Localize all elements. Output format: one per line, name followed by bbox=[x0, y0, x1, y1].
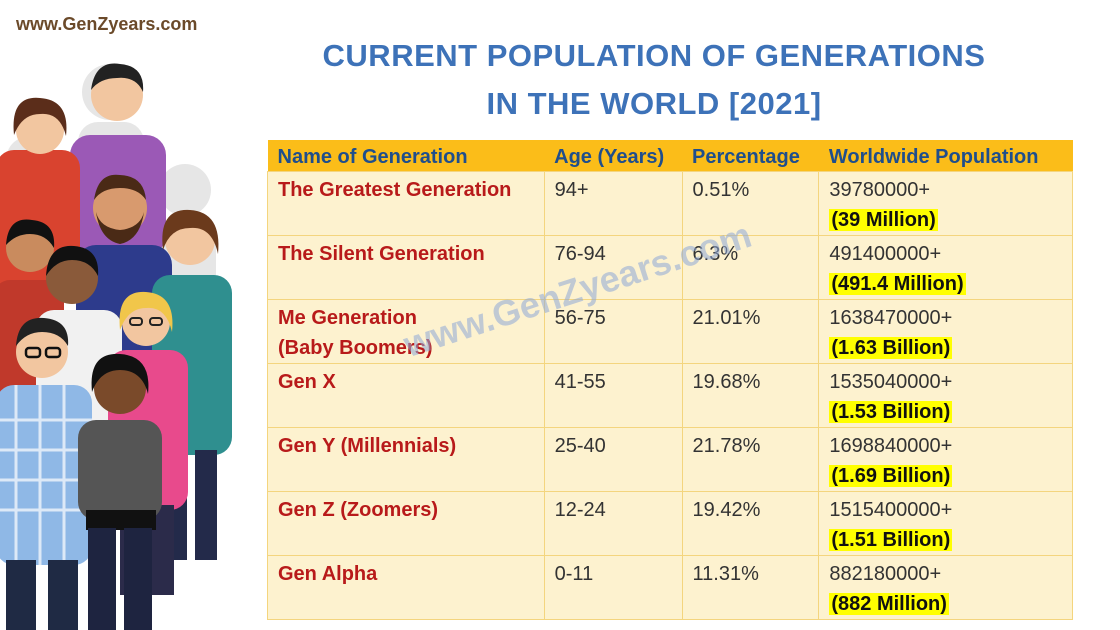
generation-name-line1: The Silent Generation bbox=[278, 243, 485, 265]
person-9 bbox=[78, 353, 162, 630]
table-row: The Silent Generation 76-94 6.3% 4914000… bbox=[267, 235, 1073, 300]
generation-name-line1: Gen X bbox=[278, 371, 336, 393]
population-short: (1.51 Billion) bbox=[829, 529, 953, 551]
generation-name: The Silent Generation bbox=[267, 235, 545, 300]
population-value: 491400000+ bbox=[829, 243, 942, 265]
generation-name: Gen Z (Zoomers) bbox=[267, 491, 545, 556]
table-row: Me Generation (Baby Boomers) 56-75 21.01%… bbox=[267, 299, 1073, 364]
generation-name-line1: Gen Y (Millennials) bbox=[278, 435, 457, 457]
generation-age: 56-75 bbox=[543, 299, 683, 364]
generation-population: 39780000+ (39 Million) bbox=[818, 171, 1073, 236]
header-name: Name of Generation bbox=[267, 140, 545, 172]
generation-name-line1: Gen Alpha bbox=[278, 563, 378, 585]
table-header-row: Name of Generation Age (Years) Percentag… bbox=[267, 140, 1073, 172]
generations-table: Name of Generation Age (Years) Percentag… bbox=[267, 140, 1073, 620]
generation-age: 0-11 bbox=[543, 555, 683, 620]
population-value: 1515400000+ bbox=[829, 499, 953, 521]
generation-name-line1: Me Generation bbox=[278, 307, 417, 329]
page-title: CURRENT POPULATION OF GENERATIONS IN THE… bbox=[264, 32, 1044, 128]
generation-percentage: 21.78% bbox=[681, 427, 820, 492]
generation-age: 12-24 bbox=[543, 491, 683, 556]
generation-population: 1535040000+ (1.53 Billion) bbox=[818, 363, 1073, 428]
population-short: (1.63 Billion) bbox=[829, 337, 953, 359]
population-value: 39780000+ bbox=[829, 179, 931, 201]
population-value: 1698840000+ bbox=[829, 435, 953, 457]
generation-name: The Greatest Generation bbox=[267, 171, 545, 236]
header-percentage: Percentage bbox=[682, 140, 819, 172]
generation-age: 41-55 bbox=[543, 363, 683, 428]
table-row: Gen X 41-55 19.68% 1535040000+ (1.53 Bill… bbox=[267, 363, 1073, 428]
population-short: (1.69 Billion) bbox=[829, 465, 953, 487]
generation-percentage: 0.51% bbox=[681, 171, 820, 236]
generation-percentage: 11.31% bbox=[681, 555, 820, 620]
generation-age: 25-40 bbox=[543, 427, 683, 492]
generation-percentage: 19.42% bbox=[681, 491, 820, 556]
population-short: (39 Million) bbox=[829, 209, 938, 231]
generation-population: 1698840000+ (1.69 Billion) bbox=[818, 427, 1073, 492]
generation-population: 491400000+ (491.4 Million) bbox=[818, 235, 1073, 300]
people-illustration bbox=[0, 63, 232, 630]
table-row: Gen Alpha 0-11 11.31% 882180000+ (882 Mil… bbox=[267, 555, 1073, 620]
population-value: 1638470000+ bbox=[829, 307, 953, 329]
generation-percentage: 6.3% bbox=[681, 235, 820, 300]
table-row: Gen Y (Millennials) 25-40 21.78% 1698840… bbox=[267, 427, 1073, 492]
header-age: Age (Years) bbox=[544, 140, 683, 172]
generation-name-line1: The Greatest Generation bbox=[278, 179, 512, 201]
table-row: Gen Z (Zoomers) 12-24 19.42% 1515400000+… bbox=[267, 491, 1073, 556]
generation-population: 1515400000+ (1.51 Billion) bbox=[818, 491, 1073, 556]
population-short: (882 Million) bbox=[829, 593, 949, 615]
generation-population: 1638470000+ (1.63 Billion) bbox=[818, 299, 1073, 364]
page-title-line1: CURRENT POPULATION OF GENERATIONS bbox=[322, 38, 986, 73]
generation-population: 882180000+ (882 Million) bbox=[818, 555, 1073, 620]
generation-name-line2: (Baby Boomers) bbox=[278, 337, 433, 359]
population-short: (491.4 Million) bbox=[829, 273, 966, 295]
generation-name: Gen Alpha bbox=[267, 555, 545, 620]
generation-name: Gen Y (Millennials) bbox=[267, 427, 545, 492]
generation-percentage: 19.68% bbox=[681, 363, 820, 428]
table-row: The Greatest Generation 94+ 0.51% 397800… bbox=[267, 171, 1073, 236]
header-population: Worldwide Population bbox=[818, 140, 1073, 172]
person-8 bbox=[0, 317, 92, 630]
population-short: (1.53 Billion) bbox=[829, 401, 953, 423]
generation-name: Me Generation (Baby Boomers) bbox=[267, 299, 545, 364]
generation-name: Gen X bbox=[267, 363, 545, 428]
population-value: 882180000+ bbox=[829, 563, 942, 585]
site-url[interactable]: www.GenZyears.com bbox=[16, 14, 198, 34]
generation-percentage: 21.01% bbox=[681, 299, 820, 364]
generation-name-line1: Gen Z (Zoomers) bbox=[278, 499, 439, 521]
page-title-line2: IN THE WORLD [2021] bbox=[486, 86, 822, 121]
generation-age: 76-94 bbox=[543, 235, 683, 300]
population-value: 1535040000+ bbox=[829, 371, 953, 393]
generation-age: 94+ bbox=[543, 171, 683, 236]
